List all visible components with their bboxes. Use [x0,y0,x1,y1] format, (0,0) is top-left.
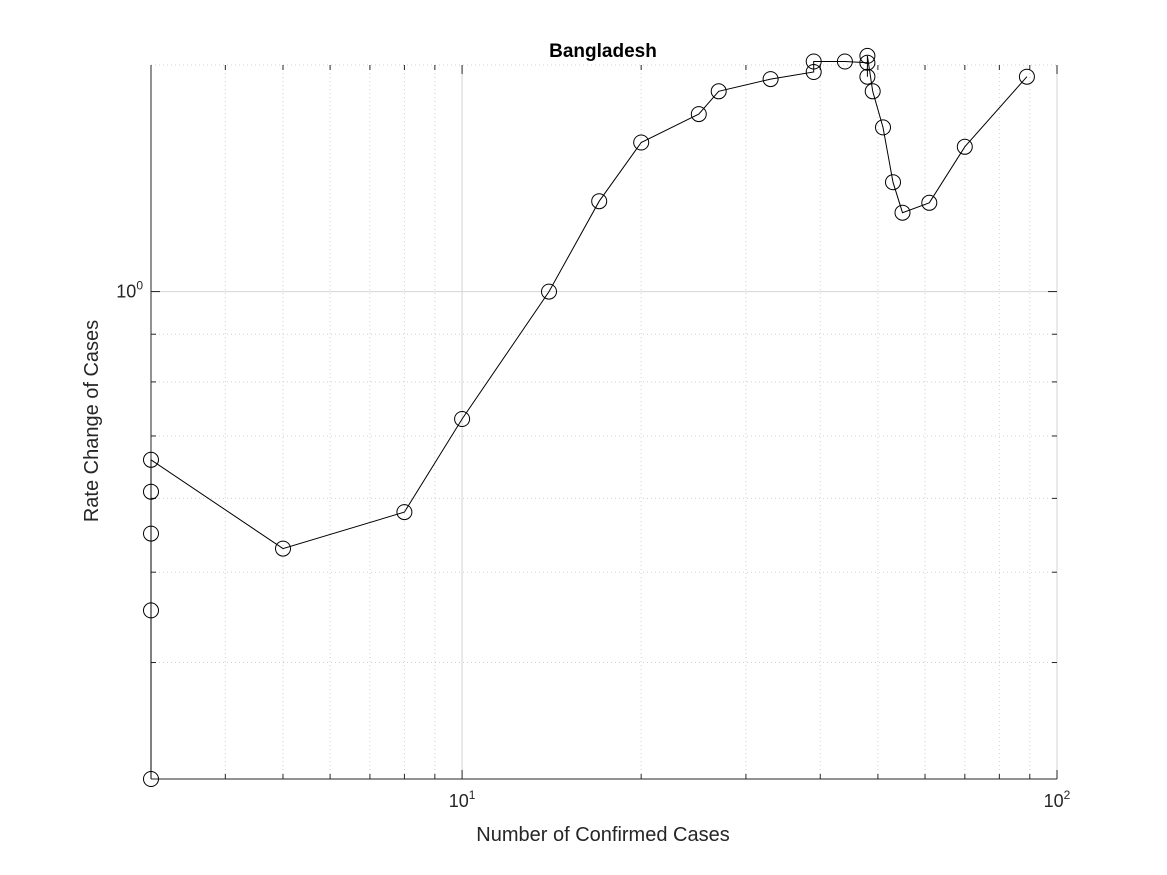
data-point [591,193,608,210]
data-point [894,204,911,221]
data-point [710,83,727,100]
data-point [143,771,159,787]
data-point [859,54,876,71]
data-point [875,119,891,136]
data-point [396,504,413,521]
ticks: 101 102 100 [116,65,1071,811]
grid [150,64,1058,780]
data-point [864,83,881,100]
data-point [805,64,822,80]
data-point [1018,68,1035,85]
data-point [454,411,471,427]
y-axis-label: Rate Change of Cases [81,320,103,522]
data-point [143,525,159,542]
data-point [143,483,159,500]
data-point [143,602,159,619]
chart-title: Bangladesh [549,41,657,62]
data-point [633,134,650,151]
x-tick-label: 101 [449,788,476,811]
data-point [690,106,707,123]
data-point [885,174,901,191]
data-point [836,53,853,70]
x-axis-label: Number of Confirmed Cases [476,824,729,846]
data-point [143,451,159,468]
data-point [762,71,779,88]
data-point [859,68,876,85]
data-point [805,53,822,70]
series [143,47,1035,787]
data-point [956,138,973,155]
data-point [921,194,938,211]
data-point [275,540,291,557]
x-tick-label: 102 [1044,788,1071,811]
series-line [150,55,1028,779]
y-tick-label: 100 [116,279,143,302]
data-point [541,283,557,300]
data-point [859,47,876,64]
